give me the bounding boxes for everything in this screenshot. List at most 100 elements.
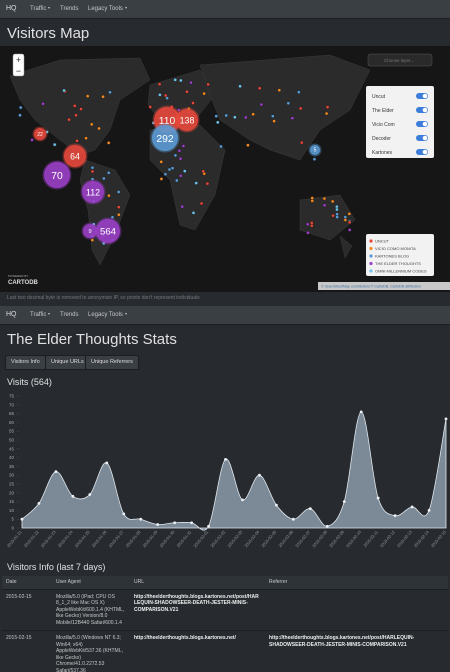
visitor-dot (74, 113, 78, 118)
x-tick-label: 2015-01-25 (74, 529, 91, 548)
visitor-dot (181, 144, 186, 148)
visitor-dot (163, 93, 168, 98)
data-point (71, 494, 75, 498)
nav-brand[interactable]: HQ (6, 5, 17, 12)
toggle-knob (422, 149, 428, 155)
visitor-dot (90, 165, 95, 170)
map[interactable]: 110 138 292 64 70 112 564 9 5 22 +− Choose layer...… (0, 46, 450, 292)
nav-item[interactable]: Legacy Tools (88, 6, 127, 12)
layer-select[interactable] (367, 53, 433, 67)
legend-dot (369, 239, 373, 243)
visitor-dot (251, 112, 255, 117)
x-tick-label: 2015-02-13 (396, 529, 413, 548)
cluster-label: 9 (88, 229, 91, 235)
cell: Mozilla/5.0 (iPad; CPU OS 8_1_2 like Mac… (52, 588, 130, 631)
legend-label: KARTONES BLOG (375, 254, 409, 259)
nav-item[interactable]: Traffic (30, 6, 50, 12)
cell: http://theelderthoughts.blogs.kartones.n… (265, 630, 448, 672)
data-point (410, 505, 414, 509)
data-point (275, 503, 278, 507)
nav-item[interactable]: Legacy Tools (88, 312, 127, 318)
visitor-dot (173, 153, 178, 158)
nav-item[interactable]: Traffic (30, 312, 50, 318)
data-point (359, 410, 363, 414)
y-tick-label: 5 (11, 517, 14, 522)
land (199, 54, 371, 161)
visitor-dot (335, 207, 339, 212)
visitor-dot (219, 144, 223, 149)
visitor-dot (191, 101, 195, 105)
cluster[interactable] (80, 179, 106, 205)
layer-name: Decoder (372, 136, 391, 142)
visitor-dot (52, 142, 57, 147)
table-title: Visitors Info (last 7 days) (7, 562, 106, 572)
visitor-dot (110, 215, 115, 220)
visitor-dot (117, 212, 121, 217)
x-tick-label: 2015-02-05 (260, 529, 277, 548)
cluster[interactable] (62, 143, 88, 169)
data-point (105, 461, 109, 465)
cluster-label: 5 (314, 148, 317, 154)
visitor-dot (41, 101, 45, 106)
data-point (224, 457, 227, 461)
nav-item[interactable]: Trends (60, 6, 79, 12)
cluster[interactable] (32, 126, 48, 142)
visitor-dot (259, 102, 264, 107)
data-point (325, 524, 329, 528)
visitor-dot (347, 228, 352, 232)
cluster-label: 292 (156, 134, 174, 145)
visitor-dot (185, 89, 189, 94)
y-tick-label: 70 (9, 402, 15, 407)
zoom-out[interactable]: − (16, 66, 21, 76)
nav-brand[interactable]: HQ (6, 311, 17, 318)
visitor-dot (177, 108, 181, 112)
cluster[interactable] (81, 222, 99, 240)
visitor-dot (178, 174, 183, 178)
visitor-dot (270, 114, 275, 118)
visitor-dot (224, 113, 229, 118)
toggle-knob (422, 121, 428, 127)
legend-dot (369, 269, 373, 273)
legend-label: OMNI MILLENNIUM CODES (375, 269, 427, 274)
visitor-dot (30, 138, 34, 142)
y-tick-label: 15 (9, 499, 15, 504)
cluster[interactable] (42, 160, 72, 190)
x-tick-label: 2015-01-29 (141, 529, 158, 548)
nav-item[interactable]: Trends (60, 312, 79, 318)
zoom-in[interactable]: + (16, 55, 21, 65)
x-tick-label: 2015-01-23 (40, 529, 57, 548)
tab-button[interactable]: Unique URLs (45, 355, 90, 370)
data-point (122, 512, 126, 516)
legend-label: UNCUT (375, 239, 390, 244)
visitor-dot (106, 141, 111, 145)
cluster-label: 138 (180, 115, 195, 125)
cluster[interactable] (150, 123, 180, 153)
cluster[interactable] (174, 107, 200, 133)
x-tick-label: 2015-02-09 (328, 529, 345, 548)
x-tick-label: 2015-02-01 (192, 529, 209, 548)
data-point (376, 496, 380, 500)
cluster[interactable] (308, 143, 322, 157)
visitor-dot (102, 176, 106, 181)
logo: CARTODB (8, 280, 39, 286)
visitor-dot (174, 178, 179, 183)
x-tick-label: 2015-01-27 (108, 529, 125, 548)
visitor-dot (335, 215, 339, 219)
visitor-dot (325, 105, 330, 109)
tab-button[interactable]: Visitors Info (5, 355, 46, 370)
cell: http://theelderthoughts.blogs.kartones.n… (130, 588, 265, 631)
visitor-dot (107, 193, 111, 198)
visitor-dot (206, 82, 210, 87)
visitor-dot (277, 88, 282, 92)
legend-panel (366, 234, 434, 276)
y-tick-label: 20 (9, 490, 15, 495)
land (149, 124, 226, 231)
y-tick-label: 35 (9, 464, 15, 469)
x-tick-label: 2015-02-08 (311, 529, 328, 548)
tab-button[interactable]: Unique Referrers (85, 355, 139, 370)
y-tick-label: 30 (9, 473, 15, 478)
y-tick-label: 40 (9, 455, 15, 460)
x-tick-label: 2015-01-22 (23, 529, 40, 548)
visitor-dot (106, 171, 111, 175)
